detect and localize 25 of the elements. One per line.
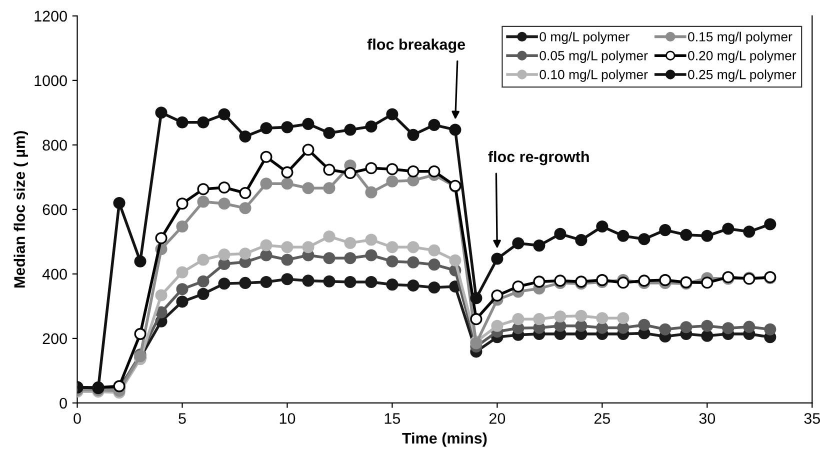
legend-label: 0 mg/L polymer — [540, 32, 630, 44]
y-tick-label: 1200 — [34, 10, 67, 22]
legend-label: 0.20 mg/L polymer — [688, 50, 796, 63]
x-tick-label: 0 — [74, 413, 81, 424]
y-tick-label: 800 — [42, 140, 67, 151]
x-axis-title: Time (mins) — [402, 432, 487, 447]
legend-label: 0.15 mg/l polymer — [688, 32, 792, 44]
y-tick-label: 600 — [42, 204, 67, 216]
legend-label: 0.10 mg/L polymer — [540, 70, 648, 82]
x-tick-label: 20 — [489, 413, 506, 424]
y-axis-title: Median floc size ( µm) — [14, 131, 28, 288]
annotation: floc breakage — [367, 38, 466, 53]
x-tick-label: 25 — [594, 413, 610, 424]
x-tick-label: 10 — [280, 413, 296, 424]
y-tick-label: 400 — [42, 268, 67, 280]
y-tick-label: 0 — [60, 398, 67, 409]
x-tick-label: 35 — [804, 413, 820, 424]
x-tick-label: 15 — [384, 413, 400, 424]
legend-label: 0.05 mg/L polymer — [540, 50, 648, 63]
y-tick-label: 1000 — [34, 75, 67, 86]
y-tick-label: 200 — [42, 333, 67, 344]
x-tick-label: 5 — [178, 413, 186, 424]
annotation: floc re-growth — [488, 150, 589, 166]
legend-label: 0.25 mg/L polymer — [688, 70, 796, 82]
x-tick-label: 30 — [699, 413, 716, 424]
